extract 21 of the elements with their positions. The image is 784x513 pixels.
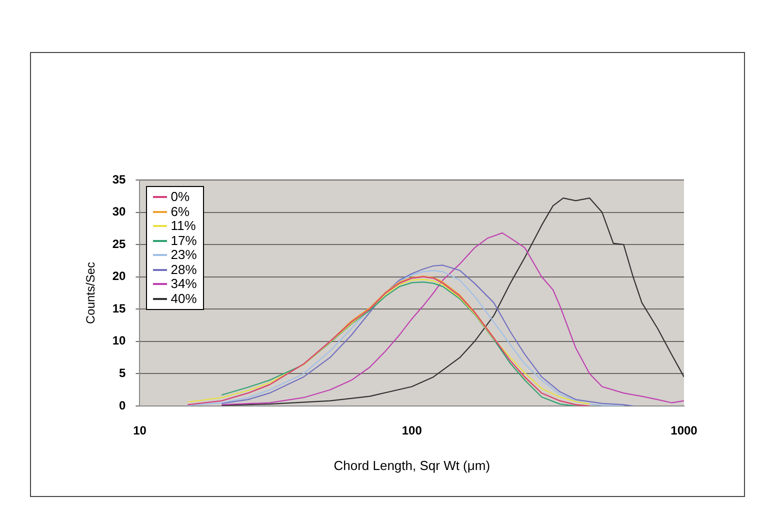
legend-label: 0% (170, 189, 190, 204)
y-tick-label: 30 (112, 204, 126, 219)
legend-label: 11% (170, 218, 196, 234)
legend-label: 40% (170, 290, 197, 306)
legend-label: 34% (170, 276, 197, 292)
x-axis-title: Chord Length, Sqr Wt (μm) (334, 458, 490, 473)
y-tick-label: 5 (119, 366, 126, 380)
x-tick-label: 10 (133, 424, 147, 438)
legend-label: 6% (170, 204, 190, 219)
legend-label: 17% (170, 232, 197, 248)
y-tick-label: 15 (112, 301, 126, 316)
x-tick-label: 1000 (670, 424, 698, 438)
y-tick-label: 25 (112, 236, 126, 251)
y-axis-title: Counts/Sec (84, 262, 98, 324)
x-tick-label: 100 (402, 424, 422, 438)
y-tick-label: 0 (119, 398, 126, 412)
y-tick-label: 10 (112, 334, 126, 348)
legend-label: 23% (170, 247, 197, 262)
y-tick-label: 20 (112, 269, 126, 284)
y-tick-label: 35 (112, 172, 126, 186)
legend-label: 28% (170, 262, 197, 277)
